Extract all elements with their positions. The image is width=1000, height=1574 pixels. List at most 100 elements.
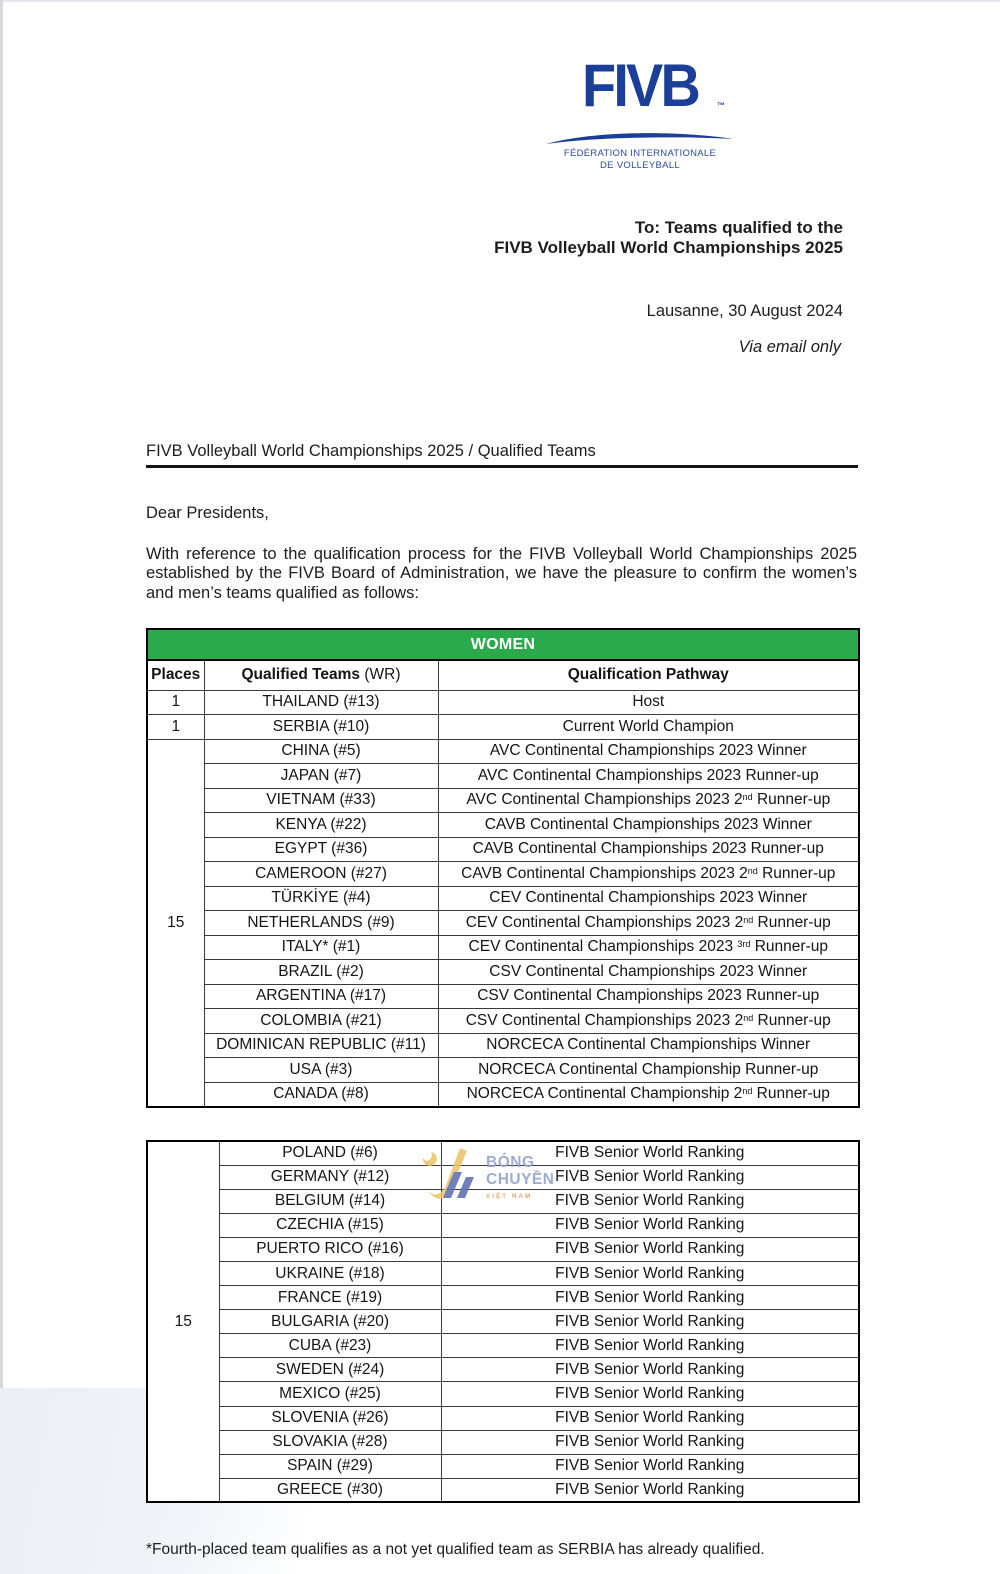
pathway-cell: NORCECA Continental Championship Runner-… bbox=[437, 1057, 860, 1083]
team-row: 1 SERBIA (#10) Current World Champion bbox=[146, 714, 860, 740]
team-cell: SPAIN (#29) bbox=[218, 1453, 442, 1479]
team-row: UKRAINE (#18) FIVB Senior World Ranking bbox=[147, 1260, 860, 1287]
team-cell: BELGIUM (#14) bbox=[218, 1188, 442, 1214]
team-row: SWEDEN (#24) FIVB Senior World Ranking bbox=[147, 1357, 860, 1383]
team-row: MEXICO (#25) FIVB Senior World Ranking bbox=[147, 1381, 860, 1407]
pathway-cell: FIVB Senior World Ranking bbox=[440, 1381, 860, 1407]
pathway-cell: CEV Continental Championships 2023 Winne… bbox=[437, 885, 860, 911]
team-row: 15 CHINA (#5) AVC Continental Championship… bbox=[146, 738, 860, 1107]
team-cell: TÜRKİYE (#4) bbox=[203, 885, 439, 911]
section-header-women: WOMEN bbox=[146, 628, 860, 661]
team-row: CANADA (#8) NORCECA Continental Champions… bbox=[147, 1081, 860, 1107]
team-row: EGYPT (#36) CAVB Continental Championship… bbox=[147, 836, 860, 862]
team-row: GERMANY (#12) FIVB Senior World Ranking bbox=[147, 1164, 860, 1190]
team-cell: CANADA (#8) bbox=[203, 1081, 439, 1107]
footnote: *Fourth-placed team qualifies as a not y… bbox=[146, 1541, 765, 1558]
team-cell: BRAZIL (#2) bbox=[203, 959, 439, 985]
body-paragraph: With reference to the qualification proc… bbox=[146, 545, 857, 602]
team-row: GREECE (#30) FIVB Senior World Ranking bbox=[147, 1477, 860, 1503]
pathway-cell: FIVB Senior World Ranking bbox=[440, 1188, 860, 1214]
team-cell: SLOVAKIA (#28) bbox=[218, 1429, 442, 1455]
pathway-cell: CAVB Continental Championships 2023 2nd … bbox=[437, 861, 860, 887]
places-cell: 15 bbox=[146, 738, 205, 1107]
team-row: VIETNAM (#33) AVC Continental Championshi… bbox=[147, 787, 860, 813]
section-header-row: WOMEN bbox=[146, 628, 860, 661]
team-cell: USA (#3) bbox=[203, 1057, 439, 1083]
team-cell: ITALY* (#1) bbox=[203, 934, 439, 960]
team-row: TÜRKİYE (#4) CEV Continental Championship… bbox=[147, 885, 860, 911]
pathway-cell: CSV Continental Championships 2023 Winne… bbox=[437, 959, 860, 985]
subject-title: FIVB Volleyball World Championships 2025… bbox=[146, 442, 858, 468]
team-cell: CZECHIA (#15) bbox=[218, 1212, 442, 1238]
swoosh-icon bbox=[546, 133, 733, 144]
pathway-cell: FIVB Senior World Ranking bbox=[440, 1333, 860, 1359]
team-cell: THAILAND (#13) bbox=[203, 689, 439, 715]
page-edge-top bbox=[0, 0, 1000, 2]
salutation: Dear Presidents, bbox=[146, 504, 269, 522]
pathway-cell: FIVB Senior World Ranking bbox=[440, 1357, 860, 1383]
pathway-cell: FIVB Senior World Ranking bbox=[440, 1140, 860, 1166]
team-cell: CUBA (#23) bbox=[218, 1333, 442, 1359]
pathway-cell: Host bbox=[437, 689, 860, 715]
team-row: FRANCE (#19) FIVB Senior World Ranking bbox=[147, 1285, 860, 1311]
pathway-cell: AVC Continental Championships 2023 2nd R… bbox=[437, 787, 860, 813]
team-row: CZECHIA (#15) FIVB Senior World Ranking bbox=[147, 1212, 860, 1238]
pathway-cell: CEV Continental Championships 2023 3rd R… bbox=[437, 934, 860, 960]
team-row: CAMEROON (#27) CAVB Continental Champions… bbox=[147, 861, 860, 887]
places-cell: 1 bbox=[146, 714, 205, 740]
pathway-cell: FIVB Senior World Ranking bbox=[440, 1285, 860, 1311]
pathway-cell: FIVB Senior World Ranking bbox=[440, 1453, 860, 1479]
team-cell: FRANCE (#19) bbox=[218, 1285, 442, 1311]
team-row: BULGARIA (#20) FIVB Senior World Ranking bbox=[147, 1309, 860, 1335]
pathway-cell: CSV Continental Championships 2023 Runne… bbox=[437, 983, 860, 1009]
team-row: DOMINICAN REPUBLIC (#11) NORCECA Continen… bbox=[147, 1032, 860, 1058]
team-cell: GREECE (#30) bbox=[218, 1477, 442, 1503]
team-cell: MEXICO (#25) bbox=[218, 1381, 442, 1407]
team-row: JAPAN (#7) AVC Continental Championships … bbox=[147, 763, 860, 789]
pathway-cell: Current World Champion bbox=[437, 714, 860, 740]
col-header-qualification-pathway: Qualification Pathway bbox=[437, 659, 860, 691]
team-row: ITALY* (#1) CEV Continental Championships… bbox=[147, 934, 860, 960]
via-email-note: Via email only bbox=[738, 338, 841, 356]
team-cell: JAPAN (#7) bbox=[203, 763, 439, 789]
team-row: KENYA (#22) CAVB Continental Championship… bbox=[147, 812, 860, 838]
team-row: ARGENTINA (#17) CSV Continental Champions… bbox=[147, 983, 860, 1009]
team-cell: COLOMBIA (#21) bbox=[203, 1008, 439, 1034]
team-row: BELGIUM (#14) FIVB Senior World Ranking bbox=[147, 1188, 860, 1214]
team-cell: UKRAINE (#18) bbox=[218, 1260, 442, 1287]
pathway-cell: FIVB Senior World Ranking bbox=[440, 1429, 860, 1455]
pathway-cell: AVC Continental Championships 2023 Winne… bbox=[437, 738, 860, 764]
pathway-cell: FIVB Senior World Ranking bbox=[440, 1260, 860, 1287]
addressee-block: To: Teams qualified to the FIVB Volleyba… bbox=[363, 218, 843, 258]
addressee-line2: FIVB Volleyball World Championships 2025 bbox=[494, 238, 843, 257]
team-row: 1 THAILAND (#13) Host bbox=[146, 689, 860, 715]
pathway-cell: FIVB Senior World Ranking bbox=[440, 1164, 860, 1190]
places-cell: 15 bbox=[146, 1140, 220, 1503]
team-cell: ARGENTINA (#17) bbox=[203, 983, 439, 1009]
team-row: USA (#3) NORCECA Continental Championship… bbox=[147, 1057, 860, 1083]
pathway-cell: FIVB Senior World Ranking bbox=[440, 1236, 860, 1262]
team-cell: BULGARIA (#20) bbox=[218, 1309, 442, 1335]
team-cell: CHINA (#5) bbox=[203, 738, 439, 764]
fivb-logo-wordmark: FIVB bbox=[582, 52, 701, 119]
pathway-cell: CAVB Continental Championships 2023 Runn… bbox=[437, 836, 860, 862]
team-row: SLOVENIA (#26) FIVB Senior World Ranking bbox=[147, 1405, 860, 1431]
pathway-cell: FIVB Senior World Ranking bbox=[440, 1212, 860, 1238]
team-row: SPAIN (#29) FIVB Senior World Ranking bbox=[147, 1453, 860, 1479]
org-name-line1: FÉDÉRATION INTERNATIONALE bbox=[563, 148, 717, 159]
pathway-cell: FIVB Senior World Ranking bbox=[440, 1477, 860, 1503]
dateline: Lausanne, 30 August 2024 bbox=[646, 302, 843, 320]
page-edge-left bbox=[0, 0, 3, 1392]
team-row: PUERTO RICO (#16) FIVB Senior World Ranki… bbox=[147, 1236, 860, 1262]
team-cell: DOMINICAN REPUBLIC (#11) bbox=[203, 1032, 439, 1058]
women-world-ranking-table: 15 POLAND (#6) FIVB Senior World Ranking GE… bbox=[146, 1140, 860, 1504]
team-cell: CAMEROON (#27) bbox=[203, 861, 439, 887]
col-header-qualified-teams: Qualified Teams (WR) bbox=[203, 659, 439, 691]
team-row: COLOMBIA (#21) CSV Continental Championsh… bbox=[147, 1008, 860, 1034]
team-cell: GERMANY (#12) bbox=[218, 1164, 442, 1190]
team-row: 15 POLAND (#6) FIVB Senior World Ranking bbox=[146, 1140, 860, 1503]
col-header-places: Places bbox=[146, 659, 205, 691]
team-row: CUBA (#23) FIVB Senior World Ranking bbox=[147, 1333, 860, 1359]
team-cell: SLOVENIA (#26) bbox=[218, 1405, 442, 1431]
team-cell: SWEDEN (#24) bbox=[218, 1357, 442, 1383]
